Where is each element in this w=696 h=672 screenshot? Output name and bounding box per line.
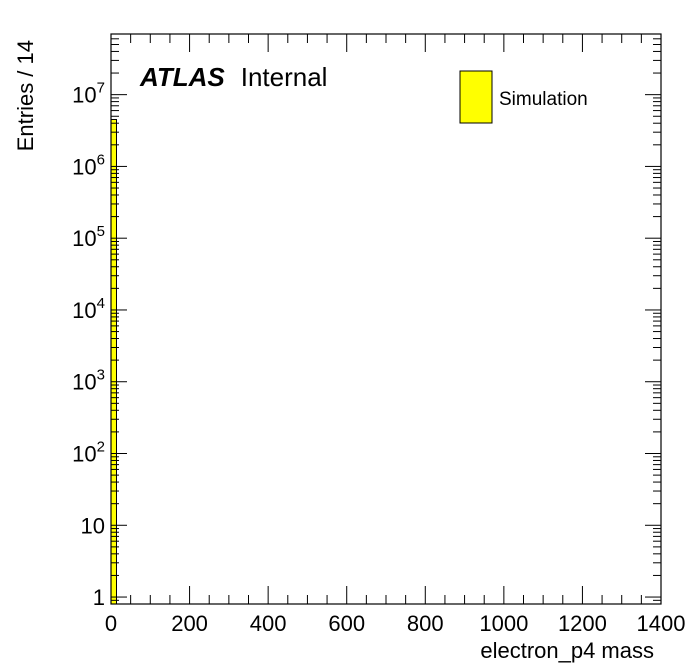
y-tick-exponent: 3: [97, 367, 105, 384]
y-tick-base: 10: [72, 83, 96, 108]
x-tick-label: 1400: [637, 611, 686, 636]
y-tick-label: 10: [81, 513, 105, 538]
x-tick-label: 600: [328, 611, 365, 636]
x-tick-labels: 0 200 400 600 800 1000 1200 1400: [105, 611, 686, 636]
y-tick-base: 10: [72, 442, 96, 467]
legend-swatch: [459, 70, 493, 124]
y-tick-exponent: 7: [97, 80, 105, 97]
y-axis-title: Entries / 14: [13, 40, 38, 151]
x-tick-label: 0: [105, 611, 117, 636]
x-tick-label: 400: [250, 611, 287, 636]
y-tick-exponent: 2: [97, 439, 105, 456]
y-tick-label: 106: [72, 151, 105, 179]
y-tick-exponent: 6: [97, 151, 105, 168]
histogram-bar-0: [111, 119, 117, 605]
y-tick-base: 10: [72, 370, 96, 395]
y-tick-base: 10: [81, 513, 105, 538]
y-tick-label: 107: [72, 80, 105, 108]
y-tick-base: 10: [72, 226, 96, 251]
y-tick-exponent: 4: [97, 295, 105, 312]
y-tick-base: 10: [72, 298, 96, 323]
x-tick-label: 1000: [479, 611, 528, 636]
y-tick-label: 1: [93, 585, 105, 610]
y-tick-base: 1: [93, 585, 105, 610]
x-axis-title: electron_p4 mass: [480, 638, 654, 663]
plot-frame: [110, 33, 662, 605]
x-tick-label: 200: [171, 611, 208, 636]
bars-layer: [110, 119, 117, 605]
atlas-label: ATLAS Internal: [139, 62, 327, 92]
y-tick-label: 104: [72, 295, 105, 323]
y-tick-label: 103: [72, 367, 105, 395]
atlas-label-text: Internal: [241, 62, 328, 92]
x-tick-label: 1200: [558, 611, 607, 636]
atlas-label-bold: ATLAS: [139, 62, 225, 92]
x-tick-label: 800: [407, 611, 444, 636]
ticks-layer: [110, 33, 662, 605]
y-tick-base: 10: [72, 154, 96, 179]
legend-label: Simulation: [499, 89, 588, 110]
y-tick-label: 105: [72, 223, 105, 251]
y-tick-label: 102: [72, 439, 105, 467]
y-tick-exponent: 5: [97, 223, 105, 240]
